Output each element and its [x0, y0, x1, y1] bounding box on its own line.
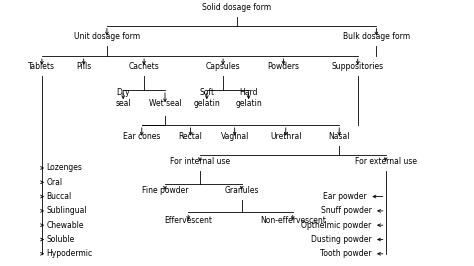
Text: Ear cones: Ear cones: [123, 132, 161, 141]
Text: Bulk dosage form: Bulk dosage form: [343, 32, 410, 41]
Text: Hypodermic: Hypodermic: [46, 249, 93, 258]
Text: Chewable: Chewable: [46, 221, 84, 230]
Text: Vaginal: Vaginal: [220, 132, 249, 141]
Text: Hard
gelatin: Hard gelatin: [235, 88, 262, 107]
Text: Sublingual: Sublingual: [46, 206, 87, 215]
Text: Cachets: Cachets: [129, 62, 159, 71]
Text: For external use: For external use: [355, 157, 417, 166]
Text: Fine powder: Fine powder: [142, 186, 188, 195]
Text: Wet seal: Wet seal: [149, 99, 182, 107]
Text: Suppositories: Suppositories: [332, 62, 384, 71]
Text: Rectal: Rectal: [179, 132, 202, 141]
Text: Buccal: Buccal: [46, 192, 72, 201]
Text: Dusting powder: Dusting powder: [311, 235, 372, 244]
Text: Pills: Pills: [76, 62, 91, 71]
Text: Ear powder: Ear powder: [323, 192, 367, 201]
Text: Solid dosage form: Solid dosage form: [202, 3, 272, 12]
Text: Tooth powder: Tooth powder: [320, 249, 372, 258]
Text: For internal use: For internal use: [170, 157, 230, 166]
Text: Effervescent: Effervescent: [164, 216, 212, 225]
Text: Urethral: Urethral: [270, 132, 301, 141]
Text: Powders: Powders: [267, 62, 300, 71]
Text: Nasal: Nasal: [328, 132, 350, 141]
Text: Lozenges: Lozenges: [46, 164, 82, 172]
Text: Capsules: Capsules: [206, 62, 240, 71]
Text: Soft
gelatin: Soft gelatin: [193, 88, 220, 107]
Text: Opthelmic powder: Opthelmic powder: [301, 221, 372, 230]
Text: Non-effervescent: Non-effervescent: [260, 216, 326, 225]
Text: Unit dosage form: Unit dosage form: [74, 32, 140, 41]
Text: Soluble: Soluble: [46, 235, 75, 244]
Text: Granules: Granules: [224, 186, 259, 195]
Text: Dry
seal: Dry seal: [115, 88, 131, 107]
Text: Tablets: Tablets: [28, 62, 55, 71]
Text: Oral: Oral: [46, 178, 63, 187]
Text: Snuff powder: Snuff powder: [321, 206, 372, 215]
